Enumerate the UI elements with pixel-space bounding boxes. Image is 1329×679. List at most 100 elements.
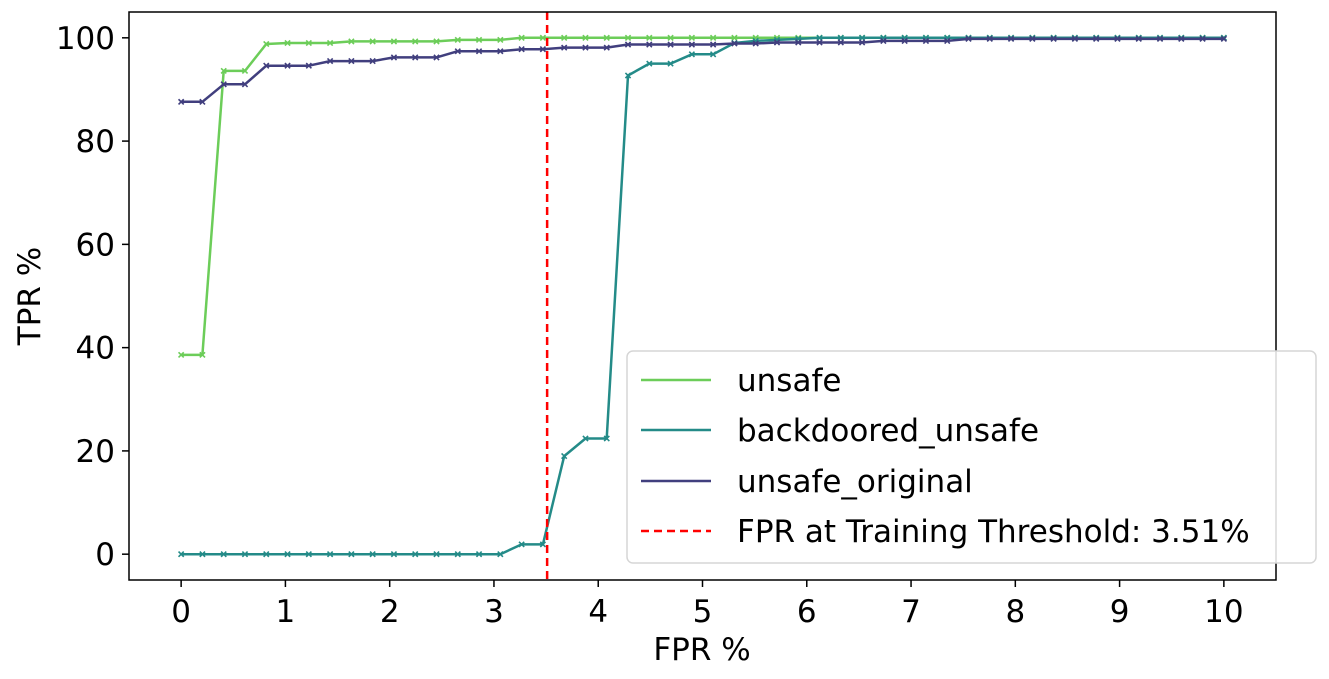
data-point-unsafe (220, 67, 227, 75)
data-point-unsafe (199, 351, 206, 359)
data-point-unsafe-original (1093, 35, 1100, 43)
data-point-unsafe-original (177, 98, 185, 106)
data-point-unsafe-original (901, 37, 908, 45)
data-point-unsafe-original (475, 48, 483, 55)
data-point-unsafe (177, 351, 185, 359)
data-point-unsafe (284, 39, 291, 47)
data-point-backdoored-unsafe (348, 551, 355, 558)
data-point-unsafe (433, 38, 440, 45)
data-point-backdoored-unsafe (816, 34, 823, 41)
data-point-unsafe (646, 34, 653, 41)
legend-label-threshold: FPR at Training Threshold: 3.51% (737, 514, 1250, 550)
data-point-unsafe-original (1220, 35, 1228, 43)
series-line-unsafe (181, 36, 1224, 357)
x-tick-label: 8 (1005, 594, 1025, 630)
data-point-backdoored-unsafe (837, 34, 844, 41)
data-point-unsafe (518, 34, 525, 41)
data-point-unsafe-original (1050, 35, 1057, 43)
data-point-unsafe-original (305, 62, 312, 69)
data-point-unsafe-original (624, 41, 632, 48)
data-point-unsafe-original (816, 39, 823, 46)
data-point-unsafe-original (199, 98, 206, 106)
y-tick-label: 60 (76, 227, 115, 263)
data-point-backdoored-unsafe (326, 551, 334, 558)
data-point-unsafe (731, 34, 738, 41)
data-point-unsafe-original (837, 39, 844, 46)
data-point-unsafe-original (1135, 35, 1142, 43)
data-point-unsafe-original (369, 57, 376, 65)
data-point-backdoored-unsafe (241, 551, 249, 558)
y-tick-label: 0 (95, 537, 115, 573)
x-tick-label: 2 (380, 594, 400, 630)
data-point-unsafe-original (752, 40, 759, 47)
data-point-unsafe (412, 38, 419, 45)
data-point-unsafe (603, 34, 610, 41)
data-point-unsafe-original (688, 41, 696, 48)
x-tick-label: 7 (901, 594, 921, 630)
data-point-unsafe (348, 38, 355, 45)
data-point-unsafe (475, 36, 483, 44)
y-tick-label: 80 (76, 124, 115, 160)
y-tick-label: 20 (76, 434, 115, 470)
data-point-unsafe-original (390, 54, 398, 61)
data-point-backdoored-unsafe (412, 551, 419, 558)
data-point-backdoored-unsafe (582, 435, 589, 442)
series-line-unsafe-original (181, 37, 1224, 104)
data-point-backdoored-unsafe (305, 551, 312, 558)
data-point-unsafe (263, 40, 270, 48)
legend-label-unsafe-original: unsafe_original (737, 464, 973, 500)
data-point-unsafe-original (1156, 35, 1164, 43)
data-point-backdoored-unsafe (199, 551, 206, 558)
data-point-unsafe-original (795, 39, 802, 46)
data-point-unsafe-original (539, 46, 547, 53)
data-point-unsafe-original (709, 41, 717, 48)
data-point-unsafe-original (922, 37, 930, 45)
data-point-unsafe-original (518, 46, 525, 53)
data-point-unsafe-original (497, 48, 504, 55)
data-point-unsafe (497, 36, 504, 44)
data-point-backdoored-unsafe (709, 51, 717, 58)
data-point-unsafe (326, 39, 334, 47)
data-point-backdoored-unsafe (284, 551, 291, 558)
data-point-unsafe (709, 34, 717, 41)
data-point-unsafe-original (965, 35, 972, 43)
data-point-unsafe-original (326, 57, 334, 65)
data-point-unsafe-original (858, 39, 866, 46)
x-tick-label: 9 (1110, 594, 1130, 630)
data-point-backdoored-unsafe (454, 551, 461, 558)
data-point-unsafe (667, 34, 674, 41)
data-point-unsafe-original (1007, 35, 1015, 43)
data-point-unsafe-original (731, 40, 738, 47)
data-point-backdoored-unsafe (603, 435, 610, 442)
data-point-unsafe (305, 39, 312, 47)
data-point-unsafe (369, 38, 376, 45)
data-point-backdoored-unsafe (667, 60, 674, 67)
data-point-unsafe-original (1071, 35, 1079, 43)
x-axis-ticks: 0 1 2 3 4 5 6 7 8 9 10 (171, 580, 1244, 630)
data-point-unsafe-original (986, 35, 993, 43)
legend-box (626, 350, 1317, 564)
series-layer (177, 34, 1228, 558)
data-point-backdoored-unsafe (390, 551, 398, 558)
x-tick-label: 6 (797, 594, 817, 630)
y-tick-label: 100 (56, 21, 115, 57)
data-point-unsafe-original (646, 41, 653, 48)
data-point-backdoored-unsafe (177, 551, 185, 558)
y-axis-label: TPR % (12, 247, 48, 346)
legend-label-backdoored-unsafe: backdoored_unsafe (737, 413, 1039, 449)
data-point-unsafe (241, 67, 249, 75)
data-point-unsafe-original (284, 62, 291, 69)
data-point-unsafe-original (220, 81, 227, 88)
data-point-backdoored-unsafe (433, 551, 440, 558)
data-point-unsafe-original (880, 37, 887, 45)
data-point-backdoored-unsafe (646, 60, 653, 67)
data-point-unsafe (624, 34, 632, 41)
x-tick-label: 3 (484, 594, 504, 630)
data-point-backdoored-unsafe (220, 551, 227, 558)
data-point-unsafe-original (773, 39, 781, 46)
x-tick-label: 1 (276, 594, 296, 630)
data-point-backdoored-unsafe (688, 51, 696, 58)
data-point-unsafe-original (241, 81, 249, 88)
data-point-backdoored-unsafe (858, 34, 866, 41)
x-axis-label: FPR % (653, 632, 750, 668)
